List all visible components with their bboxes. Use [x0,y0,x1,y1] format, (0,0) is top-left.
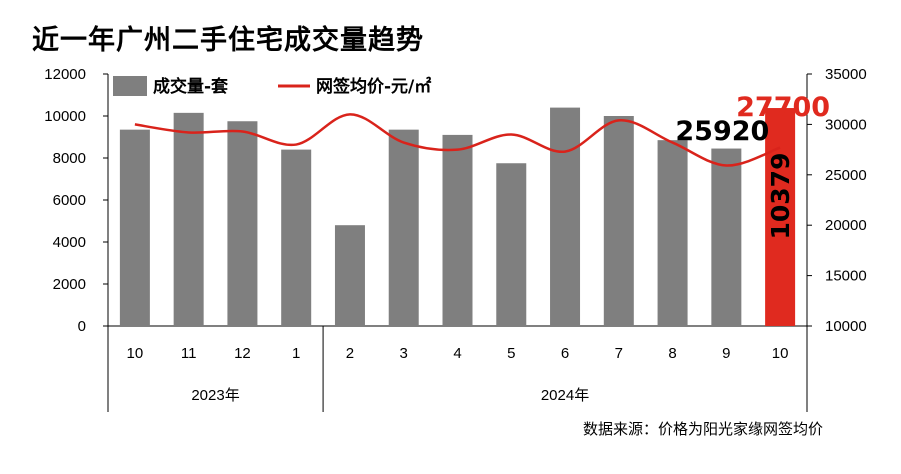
x-tick-label: 2 [346,345,354,362]
source-note: 数据来源：价格为阳光家缘网签均价 [582,420,823,438]
volume-bar [173,112,204,326]
left-tick-label: 0 [78,318,86,335]
left-tick-label: 6000 [53,192,86,209]
x-tick-label: 3 [400,345,408,362]
price-annotation: 25920 [675,116,769,147]
right-tick-label: 10000 [825,318,867,335]
volume-annotation: 10379 [766,153,795,240]
left-tick-label: 2000 [53,276,86,293]
x-tick-label: 7 [615,345,623,362]
x-tick-label: 9 [722,345,730,362]
right-tick-label: 20000 [825,217,867,234]
volume-bar [281,149,312,326]
volume-bar [334,225,365,326]
legend-bar-swatch [113,76,147,96]
x-tick-label: 1 [292,345,300,362]
volume-bar [119,129,150,326]
price-annotation-highlight: 27700 [736,92,830,123]
volume-bar [603,116,634,326]
legend-line-label: 网签均价-元/㎡ [316,76,431,97]
year-group-label: 2024年 [541,387,589,404]
x-tick-label: 11 [181,345,197,362]
volume-bar [657,140,688,326]
left-tick-label: 12000 [44,66,86,83]
left-tick-label: 8000 [53,150,86,167]
highlight-bar [765,108,796,326]
left-tick-label: 10000 [44,108,86,125]
x-tick-label: 10 [772,345,789,362]
price-line [134,113,781,167]
volume-bar [550,107,581,326]
volume-bar [388,129,419,326]
volume-bar [496,163,527,326]
chart-title: 近一年广州二手住宅成交量趋势 [32,25,424,56]
x-tick-label: 8 [668,345,676,362]
legend-bar-label: 成交量-套 [153,76,229,97]
volume-bar [442,134,473,326]
volume-bar [227,121,258,326]
right-tick-label: 30000 [825,116,867,133]
x-tick-label: 5 [507,345,515,362]
year-group-label: 2023年 [191,387,239,404]
right-tick-label: 15000 [825,268,867,285]
volume-bar [711,148,742,326]
right-tick-label: 35000 [825,66,867,83]
x-tick-label: 4 [453,345,461,362]
right-tick-label: 25000 [825,167,867,184]
x-tick-label: 10 [127,345,144,362]
left-tick-label: 4000 [53,234,86,251]
x-tick-label: 6 [561,345,569,362]
x-tick-label: 12 [234,345,251,362]
